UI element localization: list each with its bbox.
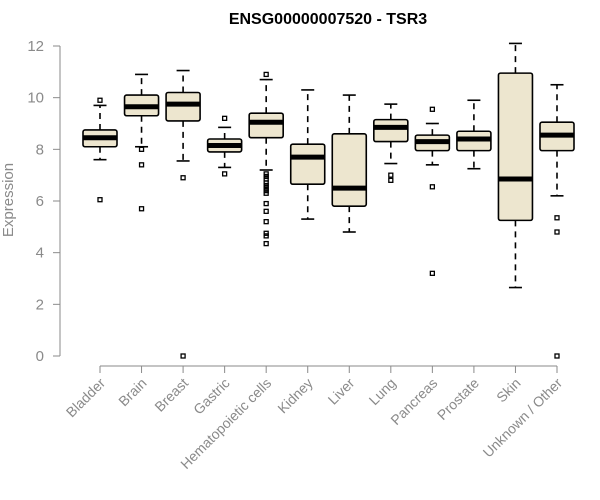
box-group-gastric: [206, 115, 243, 177]
plot-area: [82, 42, 575, 359]
outlier-hematopoietic-cells-8: [263, 190, 269, 196]
box-hematopoietic-cells: [248, 112, 284, 139]
x-tick-label-liver: Liver: [325, 375, 358, 408]
x-tick-label-prostate: Prostate: [434, 375, 482, 423]
y-axis: 0 2 4 6 8 10 12: [27, 38, 61, 365]
outlier-brain-1: [138, 206, 145, 212]
box-group-kidney: [289, 89, 326, 220]
box-group-brain: [123, 73, 160, 212]
outlier-lung-1: [388, 177, 394, 183]
box-group-unknown-other: [539, 83, 575, 359]
outlier-unknown-other-0: [554, 215, 560, 221]
y-tick-label-10: 10: [27, 90, 44, 107]
outlier-pancreas-0: [429, 106, 436, 112]
outlier-breast-0: [180, 175, 186, 181]
box-group-prostate: [456, 99, 492, 170]
x-tick-label-kidney: Kidney: [274, 375, 316, 417]
y-tick-label-4: 4: [36, 245, 44, 262]
x-tick-label-unknown-other: Unknown / Other: [480, 375, 566, 461]
outlier-pancreas-2: [429, 270, 436, 276]
outlier-brain-2: [138, 146, 145, 152]
box-group-bladder: [82, 97, 118, 203]
outlier-bladder-1: [97, 97, 103, 103]
x-tick-label-bladder: Bladder: [63, 375, 109, 421]
outlier-lung-0: [388, 172, 394, 178]
y-tick-label-6: 6: [36, 193, 44, 210]
outlier-hematopoietic-cells-13: [263, 233, 269, 239]
box-group-breast: [165, 69, 201, 359]
chart-title: ENSG00000007520 - TSR3: [229, 11, 427, 28]
y-tick-label-12: 12: [27, 38, 44, 55]
box-group-hematopoietic-cells: [248, 71, 284, 247]
outlier-unknown-other-1: [554, 229, 560, 235]
box-group-liver: [331, 94, 368, 233]
outlier-unknown-other-2: [554, 353, 560, 359]
outlier-hematopoietic-cells-11: [263, 219, 269, 225]
x-tick-label-brain: Brain: [115, 375, 149, 409]
outlier-brain-0: [138, 162, 145, 168]
box-group-pancreas: [414, 106, 451, 276]
outlier-hematopoietic-cells-9: [263, 200, 269, 207]
box-group-lung: [373, 103, 409, 183]
outlier-hematopoietic-cells-14: [263, 240, 269, 247]
box-breast: [165, 91, 201, 122]
outlier-hematopoietic-cells-10: [263, 208, 269, 214]
x-tick-label-lung: Lung: [366, 375, 399, 408]
y-axis-label: Expression: [0, 163, 17, 237]
outlier-breast-1: [180, 353, 186, 359]
outlier-hematopoietic-cells-0: [263, 71, 269, 78]
box-group-skin: [497, 42, 534, 289]
x-tick-label-skin: Skin: [493, 375, 524, 406]
y-tick-label-0: 0: [36, 348, 44, 365]
y-tick-label-2: 2: [36, 296, 44, 313]
y-tick-label-8: 8: [36, 141, 44, 158]
outlier-gastric-0: [221, 115, 228, 121]
outlier-gastric-1: [221, 171, 228, 177]
outlier-pancreas-1: [429, 184, 436, 190]
box-skin: [497, 72, 534, 222]
x-tick-label-breast: Breast: [151, 375, 191, 415]
box-liver: [331, 133, 368, 207]
box-lung: [373, 118, 409, 143]
outlier-bladder-0: [97, 197, 103, 203]
box-kidney: [289, 143, 326, 186]
